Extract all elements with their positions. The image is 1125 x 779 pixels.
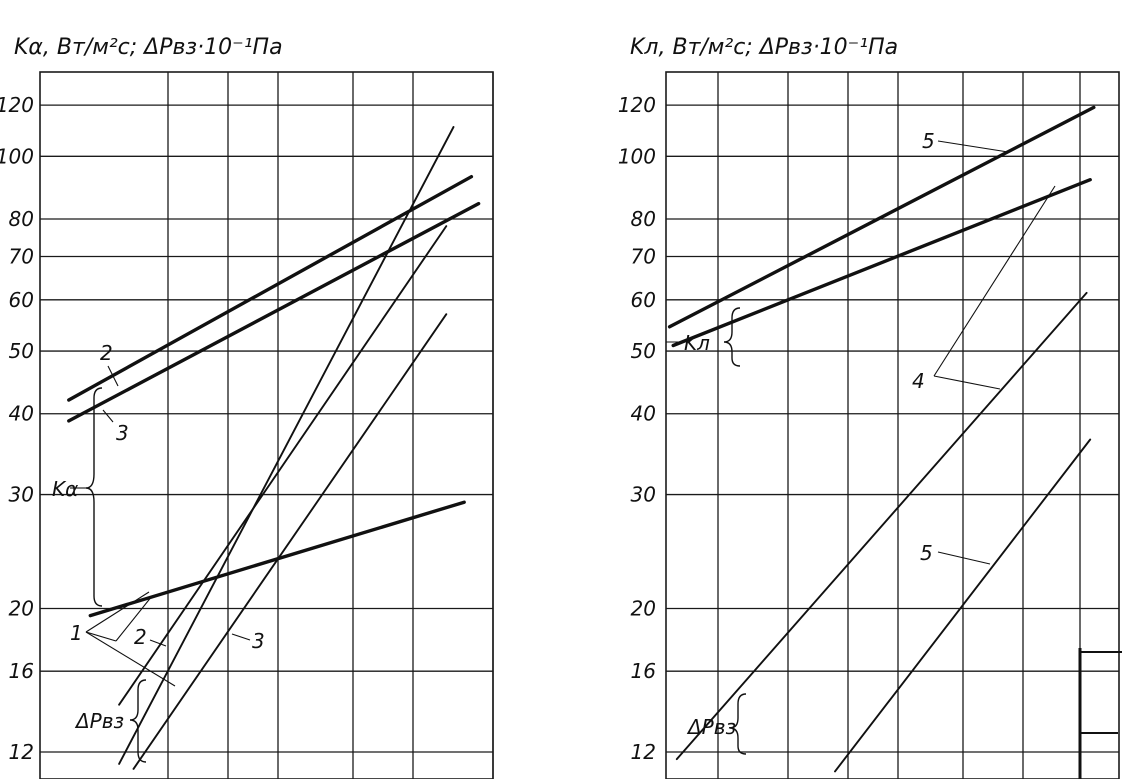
right-y-tick-label: 50 — [631, 339, 656, 363]
right-chart-panel: 12 16 20 30 40 50 60 70 80 100 120 Kл, Вт/м²с; ΔPв… — [618, 35, 1122, 779]
right-y-tick-label: 20 — [631, 596, 656, 620]
right-series-dp-4-line — [675, 291, 1088, 761]
right-y-axis-title: Kл, Вт/м²с; ΔPвз·10⁻¹Па — [630, 35, 898, 60]
right-label-5-dp: 5 — [920, 541, 933, 565]
left-y-tick-label: 50 — [9, 339, 34, 363]
right-dp-group-brace — [729, 693, 747, 755]
right-leader-4a — [933, 185, 1056, 377]
right-y-tick-label: 80 — [631, 207, 656, 231]
left-leader-1b — [85, 631, 176, 687]
right-plot-frame — [665, 71, 1120, 779]
left-y-tick-label: 100 — [0, 144, 34, 168]
right-leader-4b — [933, 375, 1001, 390]
right-y-tick-label: 16 — [631, 659, 656, 683]
right-k-group-label: Kл — [684, 331, 710, 355]
right-series-k-5-line — [667, 105, 1096, 329]
right-series-dp-5-line — [834, 438, 1092, 773]
left-series-k-2-line — [67, 174, 474, 402]
left-leader-2-k — [107, 365, 119, 387]
left-y-tick-label: 20 — [9, 596, 34, 620]
left-k-group-brace — [85, 387, 103, 607]
right-y-tick-labels: 12 16 20 30 40 50 60 70 80 100 120 — [618, 93, 656, 764]
right-k-group-brace — [723, 307, 741, 367]
left-dp-group-label: ΔPвз — [74, 709, 124, 733]
right-series — [667, 105, 1096, 773]
left-series-dp-3-line — [132, 313, 448, 770]
left-series-k-3-line — [67, 201, 481, 423]
left-y-tick-label: 40 — [9, 402, 34, 426]
left-dp-group-brace — [129, 679, 147, 763]
left-label-3-k: 3 — [116, 421, 129, 445]
right-leader-5-k — [937, 140, 1009, 153]
left-series — [67, 126, 481, 770]
right-y-tick-label: 120 — [618, 93, 656, 117]
right-y-tick-label: 70 — [631, 245, 656, 269]
left-y-tick-label: 120 — [0, 93, 34, 117]
right-y-tick-label: 40 — [631, 402, 656, 426]
left-y-axis-title: Kα, Вт/м²с; ΔPвз·10⁻¹Па — [14, 35, 283, 60]
left-leader-1d — [115, 595, 153, 642]
left-y-tick-label: 16 — [9, 659, 34, 683]
left-label-2-dp: 2 — [134, 625, 147, 649]
right-label-4: 4 — [912, 369, 925, 393]
left-y-tick-label: 12 — [9, 740, 34, 764]
right-label-5-k: 5 — [922, 129, 935, 153]
left-plot-frame — [39, 71, 494, 779]
left-leader-2-dp — [149, 639, 167, 647]
left-grid — [40, 72, 494, 779]
right-y-tick-label: 60 — [631, 288, 656, 312]
left-leader-1a — [85, 591, 150, 633]
left-y-tick-label: 70 — [9, 245, 34, 269]
right-y-tick-label: 12 — [631, 740, 656, 764]
left-y-tick-label: 60 — [9, 288, 34, 312]
left-series-dp-2-line — [118, 225, 448, 706]
left-label-2-k: 2 — [100, 341, 113, 365]
right-grid — [666, 72, 1119, 779]
right-dp-group-label: ΔPвз — [686, 715, 736, 739]
left-y-tick-labels: 12 16 20 30 40 50 60 70 80 100 120 — [0, 93, 34, 764]
right-y-tick-label: 30 — [631, 483, 656, 507]
right-series-k-4-line — [671, 177, 1092, 348]
right-y-tick-label: 100 — [618, 144, 656, 168]
left-y-tick-label: 30 — [9, 483, 34, 507]
left-leader-3-k — [102, 409, 114, 423]
left-y-tick-label: 80 — [9, 207, 34, 231]
left-leader-1c — [85, 631, 117, 642]
left-label-1: 1 — [70, 621, 83, 645]
left-leader-3-dp — [231, 633, 251, 641]
left-label-3-dp: 3 — [252, 629, 265, 653]
left-series-dp-1-line — [118, 126, 455, 765]
right-leader-5-dp — [937, 551, 991, 565]
left-k-group-label: Kα — [52, 477, 78, 501]
